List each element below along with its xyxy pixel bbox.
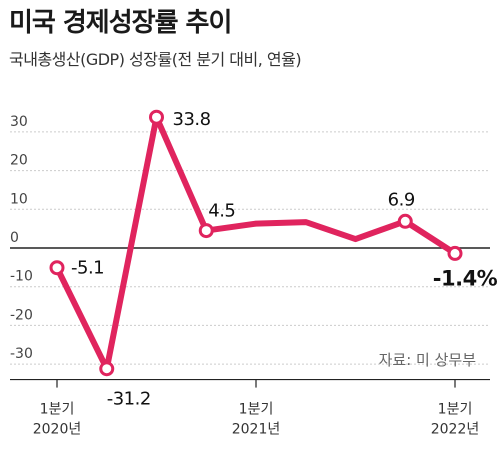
x-tick-label: 1분기 xyxy=(40,402,75,418)
x-tick-label: 1분기 xyxy=(438,402,473,418)
data-label: 4.5 xyxy=(208,201,235,222)
y-tick-label: -20 xyxy=(10,307,33,323)
y-tick-label: 30 xyxy=(10,114,28,130)
data-label: 33.8 xyxy=(173,109,211,130)
data-point xyxy=(99,361,115,377)
x-tick-year-label: 2020년 xyxy=(33,422,82,438)
data-point xyxy=(49,260,65,276)
data-point xyxy=(447,245,463,261)
y-tick-label: 10 xyxy=(10,191,28,207)
data-point xyxy=(149,109,164,125)
series-line xyxy=(54,114,458,372)
data-point xyxy=(397,213,413,229)
data-point xyxy=(198,223,214,239)
source-note: 자료: 미 상무부 xyxy=(379,351,477,369)
data-label: -5.1 xyxy=(71,258,104,279)
y-tick-label: 20 xyxy=(10,153,28,169)
y-tick-label: 0 xyxy=(10,230,19,246)
data-label: -31.2 xyxy=(107,389,151,410)
data-label: 6.9 xyxy=(388,189,415,210)
data-label: -1.4% xyxy=(433,266,498,290)
x-tick-year-label: 2022년 xyxy=(431,422,480,438)
y-tick-label: -30 xyxy=(10,346,33,362)
chart-title: 미국 경제성장률 추이 xyxy=(9,8,232,38)
x-tick-label: 1분기 xyxy=(239,402,274,418)
chart-subtitle: 국내총생산(GDP) 성장률(전 분기 대비, 연율) xyxy=(9,50,302,69)
y-tick-label: -10 xyxy=(10,269,33,285)
x-tick-year-label: 2021년 xyxy=(232,422,281,438)
